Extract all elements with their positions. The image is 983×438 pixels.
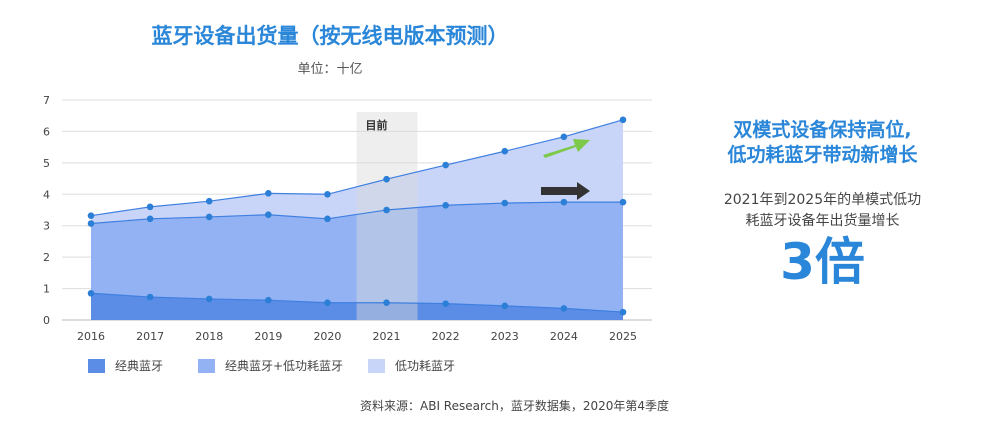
highlight-label: 目前 bbox=[366, 118, 388, 132]
chart-title: 蓝牙设备出货量（按无线电版本预测） bbox=[151, 24, 509, 48]
legend-label-le: 低功耗蓝牙 bbox=[395, 359, 456, 373]
data-point bbox=[501, 199, 509, 207]
data-point bbox=[383, 206, 390, 214]
data-point bbox=[205, 295, 213, 303]
data-point bbox=[560, 133, 568, 141]
x-tick-label: 2017 bbox=[136, 330, 164, 343]
data-point bbox=[87, 212, 95, 219]
legend: 经典蓝牙 经典蓝牙+低功耗蓝牙 低功耗蓝牙 bbox=[88, 357, 608, 377]
growth-multiplier: 3倍 bbox=[780, 233, 865, 291]
data-point bbox=[205, 197, 213, 205]
data-point bbox=[265, 296, 272, 304]
data-point bbox=[383, 299, 390, 307]
x-tick-labels: 2016 2017 2018 2019 2020 2021 2022 2023 2024 2025 bbox=[77, 330, 637, 343]
x-tick-label: 2020 bbox=[313, 330, 341, 343]
data-point bbox=[383, 175, 390, 183]
data-point bbox=[560, 198, 568, 206]
y-tick-label: 6 bbox=[43, 125, 50, 138]
x-tick-label: 2025 bbox=[609, 330, 637, 343]
data-point bbox=[205, 213, 213, 221]
growth-arrow-icon bbox=[543, 139, 590, 158]
y-tick-label: 5 bbox=[43, 157, 50, 170]
legend-label-classic: 经典蓝牙 bbox=[115, 359, 164, 373]
data-point bbox=[324, 215, 331, 223]
legend-label-dual: 经典蓝牙+低功耗蓝牙 bbox=[225, 359, 344, 373]
x-tick-label: 2019 bbox=[254, 330, 282, 343]
source-note: 资料来源：ABI Research，蓝牙数据集，2020年第4季度 bbox=[360, 399, 670, 413]
data-point bbox=[265, 211, 272, 219]
data-point bbox=[560, 305, 568, 312]
y-tick-label: 1 bbox=[43, 283, 50, 296]
data-point bbox=[442, 201, 449, 209]
headline-line-2: 低功耗蓝牙带动新增长 bbox=[727, 144, 918, 166]
desc-line-1: 2021年到2025年的单模式低功 bbox=[723, 192, 922, 208]
summary-panel: 双模式设备保持高位, 低功耗蓝牙带动新增长 2021年到2025年的单模式低功 … bbox=[690, 118, 955, 290]
legend-swatch-le bbox=[368, 358, 385, 373]
x-tick-label: 2016 bbox=[77, 330, 105, 343]
area-series-0 bbox=[91, 293, 623, 320]
series-points bbox=[87, 116, 627, 316]
data-point bbox=[87, 289, 95, 297]
data-point bbox=[265, 190, 272, 197]
data-point bbox=[146, 203, 154, 211]
chart-subtitle: 单位：十亿 bbox=[297, 62, 363, 77]
highlight-band-rect bbox=[356, 112, 418, 320]
data-point bbox=[324, 299, 331, 307]
y-tick-label: 3 bbox=[43, 220, 50, 233]
x-tick-label: 2023 bbox=[491, 330, 519, 343]
y-tick-label: 7 bbox=[43, 94, 50, 107]
data-point bbox=[146, 215, 154, 223]
y-tick-label: 4 bbox=[43, 188, 50, 201]
data-point bbox=[619, 308, 627, 316]
current-highlight-band: 目前 bbox=[356, 112, 418, 320]
data-point bbox=[501, 302, 509, 310]
x-tick-label: 2024 bbox=[550, 330, 578, 343]
data-point bbox=[324, 190, 331, 198]
data-point bbox=[442, 300, 449, 307]
x-tick-label: 2021 bbox=[373, 330, 401, 343]
flat-arrow-icon bbox=[541, 182, 590, 200]
legend-item-dual: 经典蓝牙+低功耗蓝牙 bbox=[198, 357, 343, 374]
series-line-0 bbox=[90, 292, 624, 313]
x-tick-label: 2018 bbox=[195, 330, 223, 343]
data-point bbox=[442, 161, 449, 169]
desc-line-2: 耗蓝牙设备年出货量增长 bbox=[745, 213, 900, 229]
data-point bbox=[146, 293, 154, 301]
y-tick-label: 0 bbox=[43, 314, 50, 327]
data-point bbox=[619, 198, 627, 206]
legend-item-le: 低功耗蓝牙 bbox=[368, 357, 455, 374]
area-series-1 bbox=[91, 202, 623, 320]
headline-line-1: 双模式设备保持高位, bbox=[733, 119, 912, 141]
legend-swatch-classic bbox=[88, 358, 105, 373]
legend-item-classic: 经典蓝牙 bbox=[88, 357, 163, 374]
series-line-1 bbox=[90, 201, 623, 225]
series-lines bbox=[90, 119, 624, 313]
series-areas bbox=[91, 119, 623, 320]
y-tick-labels: 0 1 2 3 4 5 6 7 bbox=[43, 94, 50, 327]
data-point bbox=[501, 147, 509, 155]
series-line-2 bbox=[90, 119, 624, 217]
x-tick-label: 2022 bbox=[432, 330, 460, 343]
trend-arrows bbox=[541, 139, 590, 200]
data-point bbox=[619, 116, 627, 124]
legend-swatch-dual bbox=[198, 358, 215, 373]
y-tick-label: 2 bbox=[43, 251, 50, 264]
data-point bbox=[87, 220, 95, 227]
